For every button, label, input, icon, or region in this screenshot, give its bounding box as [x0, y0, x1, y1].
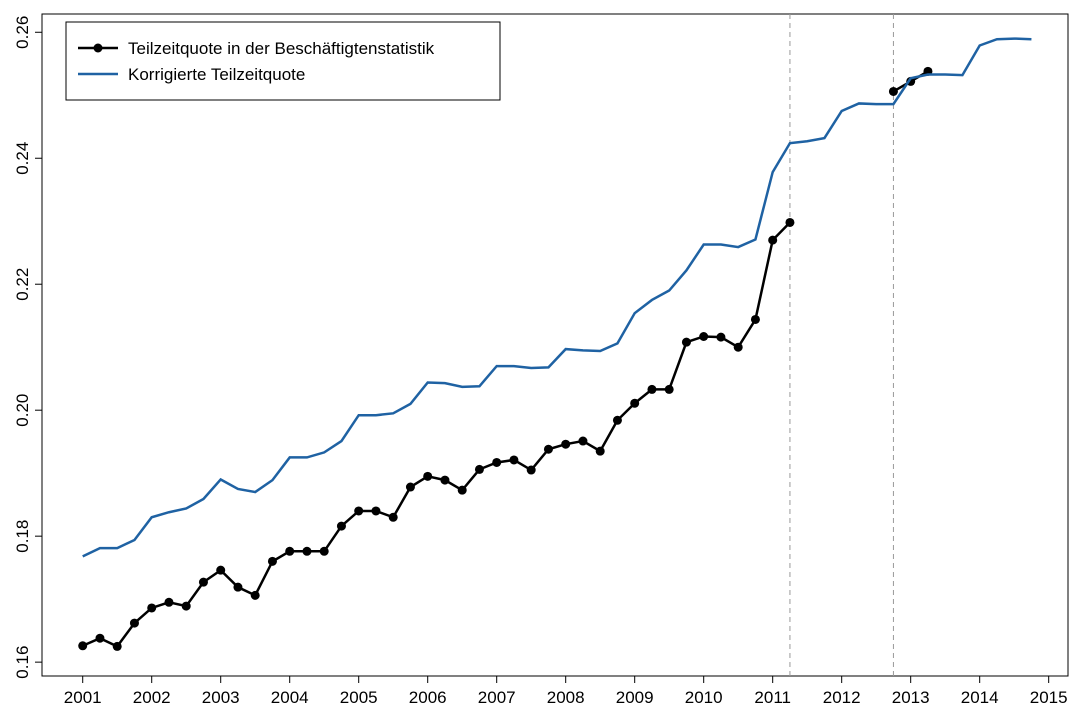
- x-tick-label: 2008: [547, 688, 585, 707]
- x-tick-label: 2007: [478, 688, 516, 707]
- data-point: [302, 546, 312, 556]
- legend-label: Teilzeitquote in der Beschäftigtenstatis…: [128, 39, 435, 58]
- x-tick-label: 2015: [1030, 688, 1068, 707]
- x-tick-label: 2006: [409, 688, 447, 707]
- series-line: [82, 37, 1032, 558]
- data-point: [129, 618, 139, 628]
- data-point: [198, 577, 208, 587]
- x-tick-label: 2005: [340, 688, 378, 707]
- data-point: [664, 384, 674, 394]
- data-point: [750, 314, 760, 324]
- y-tick-label: 0.18: [13, 520, 32, 553]
- data-point: [630, 398, 640, 408]
- data-point: [474, 464, 484, 474]
- y-tick-label: 0.26: [13, 16, 32, 49]
- x-tick-label: 2011: [754, 688, 791, 707]
- data-point: [371, 506, 381, 516]
- data-point: [112, 641, 122, 651]
- data-point: [250, 590, 260, 600]
- x-tick-label: 2010: [685, 688, 723, 707]
- y-tick-label: 0.22: [13, 268, 32, 301]
- data-point: [768, 235, 778, 245]
- data-point: [716, 332, 726, 342]
- data-point: [457, 485, 467, 495]
- data-point: [164, 597, 174, 607]
- data-point: [388, 512, 398, 522]
- data-point: [78, 641, 88, 651]
- data-point: [285, 546, 295, 556]
- data-point: [509, 455, 519, 465]
- data-point: [95, 633, 105, 643]
- data-point: [578, 436, 588, 446]
- data-point: [561, 439, 571, 449]
- data-point: [492, 457, 502, 467]
- data-point: [699, 331, 709, 341]
- data-point: [440, 475, 450, 485]
- data-point: [785, 217, 795, 227]
- x-tick-label: 2012: [823, 688, 861, 707]
- plot-frame: [41, 13, 1069, 677]
- x-tick-label: 2014: [961, 688, 999, 707]
- data-point: [354, 506, 364, 516]
- y-tick-label: 0.20: [13, 394, 32, 427]
- y-tick-label: 0.24: [13, 142, 32, 175]
- x-tick-label: 2009: [616, 688, 654, 707]
- data-point: [526, 465, 536, 475]
- data-point: [181, 601, 191, 611]
- x-tick-label: 2002: [133, 688, 171, 707]
- x-tick-label: 2013: [892, 688, 930, 707]
- data-point: [647, 384, 657, 394]
- data-point: [612, 415, 622, 425]
- data-point: [595, 446, 605, 456]
- y-tick-label: 0.16: [13, 646, 32, 679]
- data-point: [233, 582, 243, 592]
- data-point: [216, 565, 226, 575]
- data-point: [543, 444, 553, 454]
- data-point: [681, 337, 691, 347]
- data-point: [147, 603, 157, 613]
- x-tick-label: 2003: [202, 688, 240, 707]
- legend-label: Korrigierte Teilzeitquote: [128, 65, 305, 84]
- legend-marker: [93, 43, 103, 53]
- series-line: [82, 70, 929, 648]
- data-point: [319, 546, 329, 556]
- data-point: [336, 521, 346, 531]
- data-point: [423, 471, 433, 481]
- data-point: [733, 342, 743, 352]
- data-point: [267, 556, 277, 566]
- x-tick-label: 2004: [271, 688, 309, 707]
- data-point: [888, 86, 898, 96]
- data-point: [405, 482, 415, 492]
- legend-box: [65, 21, 501, 101]
- x-tick-label: 2001: [64, 688, 102, 707]
